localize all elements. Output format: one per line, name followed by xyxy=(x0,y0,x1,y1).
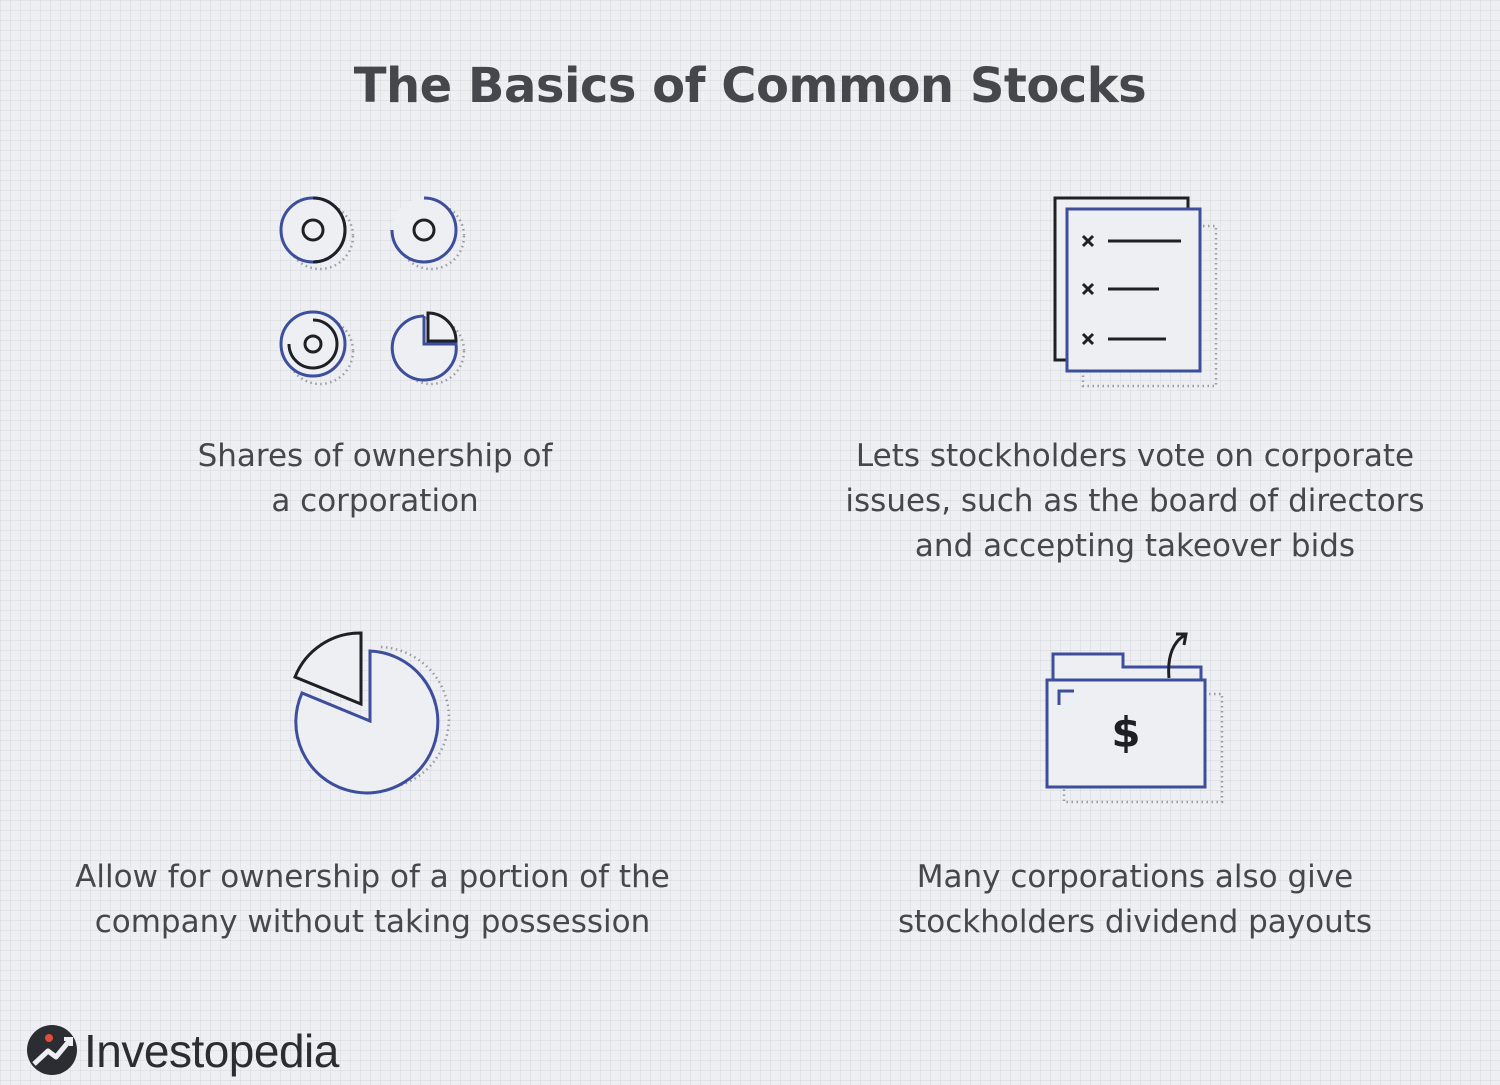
dividend-folder-icon: $ xyxy=(1045,632,1224,804)
page-title: The Basics of Common Stocks xyxy=(353,58,1147,114)
investopedia-logo-icon xyxy=(27,1025,77,1075)
caption-dividend-payouts: Many corporations also give stockholders… xyxy=(897,859,1373,940)
ballot-checklist-icon xyxy=(1053,196,1218,388)
svg-text:$: $ xyxy=(1111,708,1140,757)
caption-ownership-portion: Allow for ownership of a portion of the … xyxy=(75,859,670,940)
brand-logo-text: Investopedia xyxy=(84,1025,339,1077)
pie-chart-portion-icon xyxy=(293,631,451,795)
caption-voting-rights: Lets stockholders vote on corporate issu… xyxy=(845,438,1425,564)
caption-shares-ownership: Shares of ownership of a corporation xyxy=(197,438,553,519)
share-circles-icon xyxy=(279,196,466,386)
